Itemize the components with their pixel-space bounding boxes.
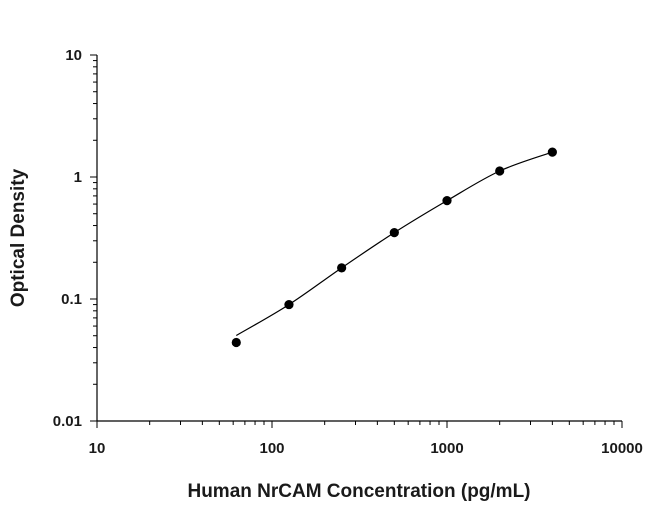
y-tick-label: 10 bbox=[65, 47, 82, 64]
axes bbox=[96, 55, 622, 422]
y-axis-title: Optical Density bbox=[8, 168, 29, 307]
data-point bbox=[337, 263, 347, 273]
x-tick-label: 10000 bbox=[601, 440, 643, 457]
x-axis-title: Human NrCAM Concentration (pg/mL) bbox=[187, 481, 530, 502]
x-ticks bbox=[96, 421, 623, 428]
data-point bbox=[284, 299, 294, 310]
y-tick-label: 0.01 bbox=[53, 413, 82, 430]
x-tick-label: 100 bbox=[259, 440, 284, 457]
y-tick-labels: 0.01 0.1 1 10 bbox=[53, 47, 82, 430]
data-points bbox=[231, 147, 557, 348]
y-tick-label: 1 bbox=[74, 169, 82, 186]
data-point bbox=[442, 196, 452, 206]
x-tick-labels: 10 100 1000 10000 bbox=[89, 440, 643, 457]
data-point bbox=[389, 228, 399, 238]
y-ticks bbox=[90, 54, 97, 422]
fit-curve bbox=[235, 151, 553, 337]
data-point bbox=[231, 337, 241, 348]
data-point bbox=[547, 147, 557, 157]
data-point bbox=[495, 166, 505, 176]
x-tick-label: 1000 bbox=[430, 440, 463, 457]
y-tick-label: 0.1 bbox=[61, 291, 82, 308]
x-tick-label: 10 bbox=[89, 440, 106, 457]
